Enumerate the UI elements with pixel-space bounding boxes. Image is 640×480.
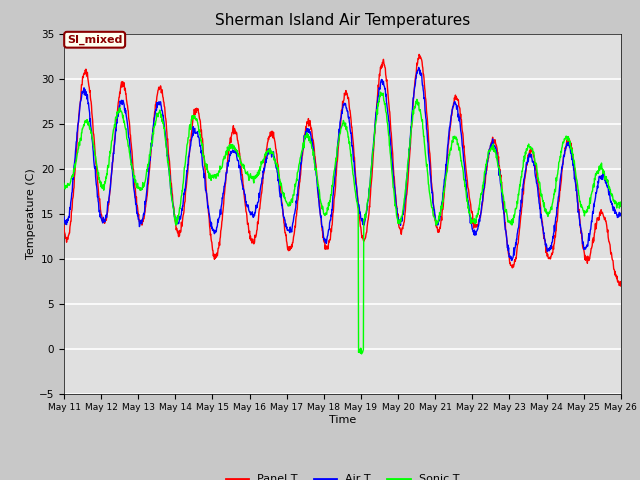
Text: SI_mixed: SI_mixed (67, 35, 122, 45)
Legend: Panel T, Air T, Sonic T: Panel T, Air T, Sonic T (221, 470, 463, 480)
Title: Sherman Island Air Temperatures: Sherman Island Air Temperatures (215, 13, 470, 28)
X-axis label: Time: Time (329, 415, 356, 425)
Y-axis label: Temperature (C): Temperature (C) (26, 168, 36, 259)
